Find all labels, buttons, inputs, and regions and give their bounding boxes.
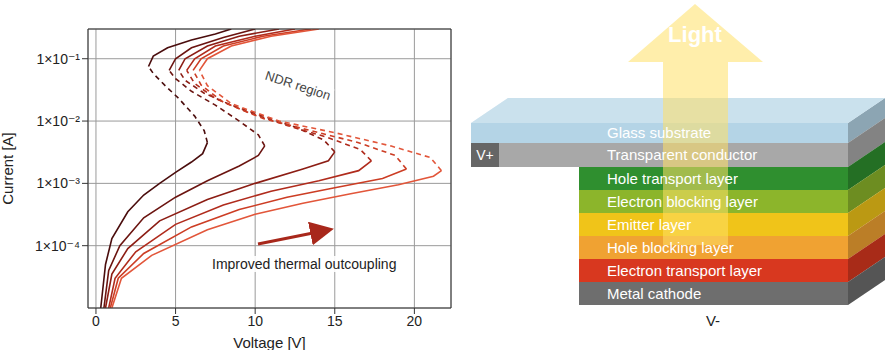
svg-text:V+: V+ <box>476 147 494 163</box>
svg-text:Emitter layer: Emitter layer <box>607 216 691 233</box>
svg-text:1×10⁻²: 1×10⁻² <box>36 113 80 129</box>
svg-text:20: 20 <box>407 313 423 329</box>
svg-text:V-: V- <box>706 312 720 329</box>
svg-text:15: 15 <box>327 313 343 329</box>
svg-text:0: 0 <box>92 313 100 329</box>
svg-text:Metal cathode: Metal cathode <box>607 285 701 302</box>
svg-text:Current [A]: Current [A] <box>0 132 16 205</box>
html-text:NDR region: NDR region <box>263 67 333 104</box>
html-text:Improved thermal outcoupling: Improved thermal outcoupling <box>212 256 397 272</box>
svg-text:Voltage [V]: Voltage [V] <box>233 334 306 350</box>
svg-text:Hole blocking layer: Hole blocking layer <box>607 239 734 256</box>
svg-text:10: 10 <box>247 313 263 329</box>
svg-text:5: 5 <box>172 313 180 329</box>
svg-text:Glass substrate: Glass substrate <box>607 124 711 141</box>
svg-text:Electron transport layer: Electron transport layer <box>607 262 762 279</box>
svg-text:Electron blocking layer: Electron blocking layer <box>607 193 758 210</box>
svg-text:1×10⁻⁴: 1×10⁻⁴ <box>35 238 80 254</box>
svg-text:1×10⁻³: 1×10⁻³ <box>36 175 80 191</box>
svg-text:1×10⁻¹: 1×10⁻¹ <box>36 51 80 67</box>
svg-text:Transparent conductor: Transparent conductor <box>607 146 757 163</box>
svg-text:Hole transport layer: Hole transport layer <box>607 170 738 187</box>
svg-text:Light: Light <box>668 22 722 47</box>
